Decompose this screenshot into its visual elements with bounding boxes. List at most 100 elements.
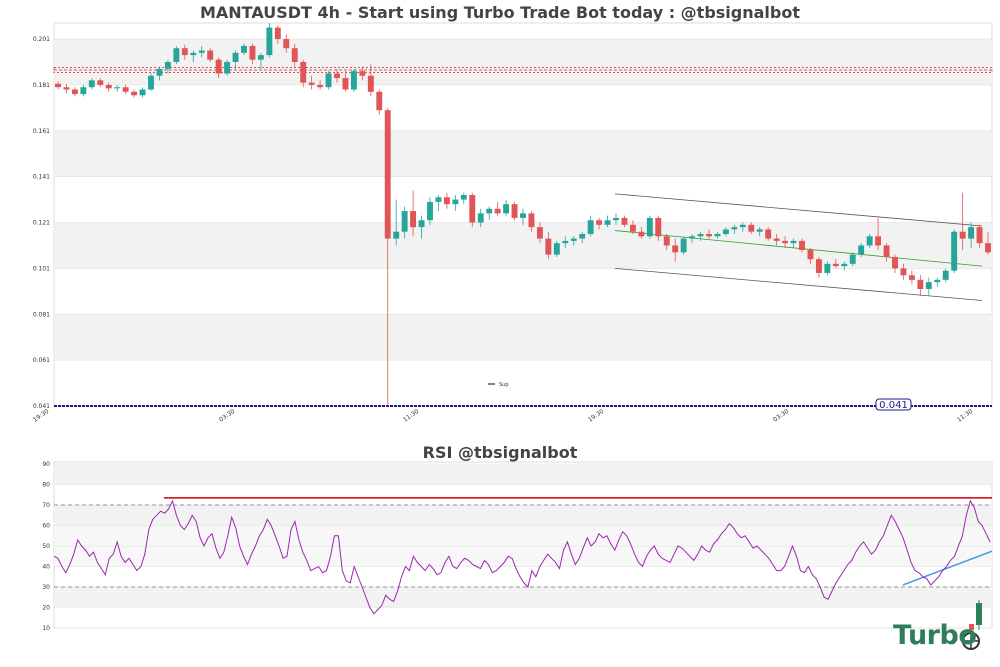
candle bbox=[232, 50, 239, 69]
candle-body bbox=[427, 201, 433, 221]
candle-body bbox=[359, 71, 366, 76]
candle-body bbox=[342, 78, 349, 90]
candle-body bbox=[680, 238, 687, 253]
candle bbox=[570, 236, 577, 246]
logo-small-candle bbox=[969, 624, 974, 630]
rsi-line bbox=[53, 499, 991, 615]
candle bbox=[545, 231, 552, 260]
candle bbox=[88, 78, 95, 90]
candle-body bbox=[621, 217, 628, 225]
candle-body bbox=[224, 61, 231, 74]
candle bbox=[452, 195, 459, 212]
candle-body bbox=[114, 87, 121, 89]
candle bbox=[807, 247, 814, 264]
candle-body bbox=[545, 238, 552, 255]
candle bbox=[376, 89, 383, 115]
candle bbox=[156, 66, 163, 81]
candle-body bbox=[164, 61, 171, 69]
candle bbox=[105, 82, 112, 92]
candle bbox=[291, 43, 298, 67]
candle-body bbox=[824, 263, 831, 273]
candle-body bbox=[350, 71, 357, 90]
candle-body bbox=[587, 220, 594, 234]
candle bbox=[655, 215, 662, 241]
rsi-y-tick-label: 40 bbox=[42, 564, 50, 571]
candle bbox=[317, 80, 324, 90]
candle bbox=[342, 71, 349, 92]
candle bbox=[765, 227, 772, 241]
candle bbox=[908, 270, 915, 285]
candle bbox=[722, 227, 729, 237]
candle bbox=[460, 192, 467, 205]
candle bbox=[97, 78, 104, 88]
candle-body bbox=[951, 231, 958, 271]
candle-body bbox=[88, 80, 95, 88]
candle bbox=[596, 217, 603, 230]
candle bbox=[164, 59, 171, 74]
candle bbox=[934, 277, 941, 287]
candle bbox=[173, 45, 180, 65]
candle bbox=[71, 87, 78, 97]
candle-body bbox=[697, 233, 704, 237]
candle-body bbox=[959, 231, 966, 239]
candle-body bbox=[900, 268, 907, 276]
candle-body bbox=[122, 87, 129, 92]
candle-body bbox=[917, 279, 924, 290]
candle bbox=[393, 199, 400, 246]
candle-body bbox=[401, 211, 408, 232]
candle-body bbox=[173, 48, 180, 62]
candle bbox=[435, 195, 442, 212]
candle-body bbox=[274, 27, 281, 40]
legend: Sup bbox=[488, 382, 509, 388]
price-y-tick-label: 0.061 bbox=[33, 357, 50, 364]
candle bbox=[672, 238, 679, 262]
candle bbox=[300, 59, 307, 88]
turbo-logo: Turbo bbox=[893, 620, 977, 651]
candle bbox=[477, 208, 484, 228]
candle-body bbox=[765, 229, 772, 239]
candle bbox=[224, 59, 231, 76]
candle bbox=[892, 254, 898, 273]
candle-body bbox=[249, 45, 256, 60]
candle bbox=[131, 89, 138, 98]
channel-lower-line bbox=[614, 267, 983, 301]
logo-text: Turbo bbox=[893, 620, 977, 651]
candle-body bbox=[934, 279, 941, 283]
candle bbox=[443, 192, 450, 209]
candle bbox=[824, 261, 831, 276]
price-label: 0.041 bbox=[875, 398, 912, 411]
candle-body bbox=[520, 213, 526, 218]
candle-body bbox=[815, 259, 822, 273]
price-grid-band bbox=[54, 314, 992, 361]
candle bbox=[562, 236, 569, 248]
rsi-y-tick-label: 30 bbox=[42, 584, 50, 591]
candle-body bbox=[866, 236, 873, 246]
candle bbox=[799, 238, 805, 253]
candle-body bbox=[452, 199, 459, 205]
candle-body bbox=[553, 243, 560, 255]
candle bbox=[308, 75, 315, 90]
candle bbox=[731, 224, 738, 234]
candle-body bbox=[629, 224, 636, 232]
candle-body bbox=[807, 250, 814, 260]
candle bbox=[283, 34, 290, 53]
candle-body bbox=[148, 75, 154, 90]
candle bbox=[334, 68, 340, 83]
candle-body bbox=[646, 217, 653, 237]
candle bbox=[122, 84, 129, 95]
candle bbox=[968, 222, 975, 248]
candle-body bbox=[528, 213, 535, 228]
candle-body bbox=[156, 68, 163, 76]
candle bbox=[114, 84, 121, 92]
rsi-grid-band bbox=[54, 464, 992, 485]
candle bbox=[815, 256, 822, 278]
candle bbox=[80, 84, 87, 97]
candle bbox=[427, 197, 433, 225]
candle-body bbox=[722, 229, 729, 234]
rsi-y-tick-label: 20 bbox=[42, 605, 50, 612]
candle bbox=[900, 263, 907, 280]
candle-body bbox=[689, 236, 696, 239]
candle bbox=[638, 227, 645, 239]
candle-body bbox=[748, 224, 755, 232]
